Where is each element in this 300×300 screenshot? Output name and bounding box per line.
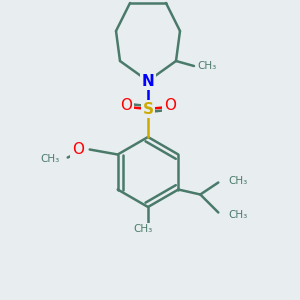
Text: N: N	[142, 74, 154, 88]
Text: CH₃: CH₃	[134, 224, 153, 234]
Text: CH₃: CH₃	[40, 154, 60, 164]
Text: CH₃: CH₃	[197, 61, 216, 71]
Text: S: S	[142, 101, 154, 116]
Text: O: O	[72, 142, 84, 157]
Text: O: O	[164, 98, 176, 113]
Text: CH₃: CH₃	[228, 176, 248, 185]
Text: CH₃: CH₃	[228, 209, 248, 220]
Text: O: O	[120, 98, 132, 113]
